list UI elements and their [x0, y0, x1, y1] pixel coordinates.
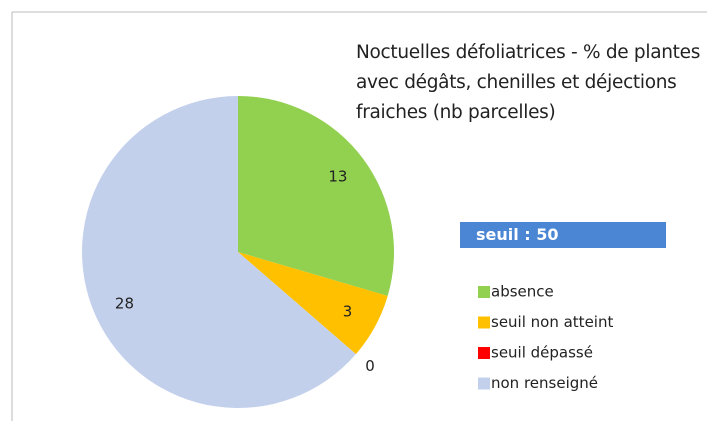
pie-slice — [81, 96, 356, 408]
pie-slice — [238, 96, 394, 296]
legend-swatch — [478, 286, 490, 298]
legend-label: seuil non atteint — [491, 313, 613, 331]
legend-swatch — [478, 377, 490, 390]
threshold-box — [460, 222, 666, 248]
data-label: 0 — [365, 357, 375, 375]
chart-title: Noctuelles défoliatrices - % de plantes … — [356, 42, 701, 123]
data-label: 13 — [328, 168, 347, 186]
legend-label: non renseigné — [491, 374, 598, 392]
legend-swatch — [478, 347, 490, 359]
legend-label: absence — [491, 283, 554, 301]
legend-label: seuil dépassé — [491, 344, 593, 362]
legend-swatch — [478, 316, 490, 329]
pie-slice — [238, 252, 388, 355]
threshold-label: seuil : 50 — [476, 225, 559, 244]
data-label: 3 — [343, 302, 353, 320]
data-label: 28 — [115, 294, 134, 312]
